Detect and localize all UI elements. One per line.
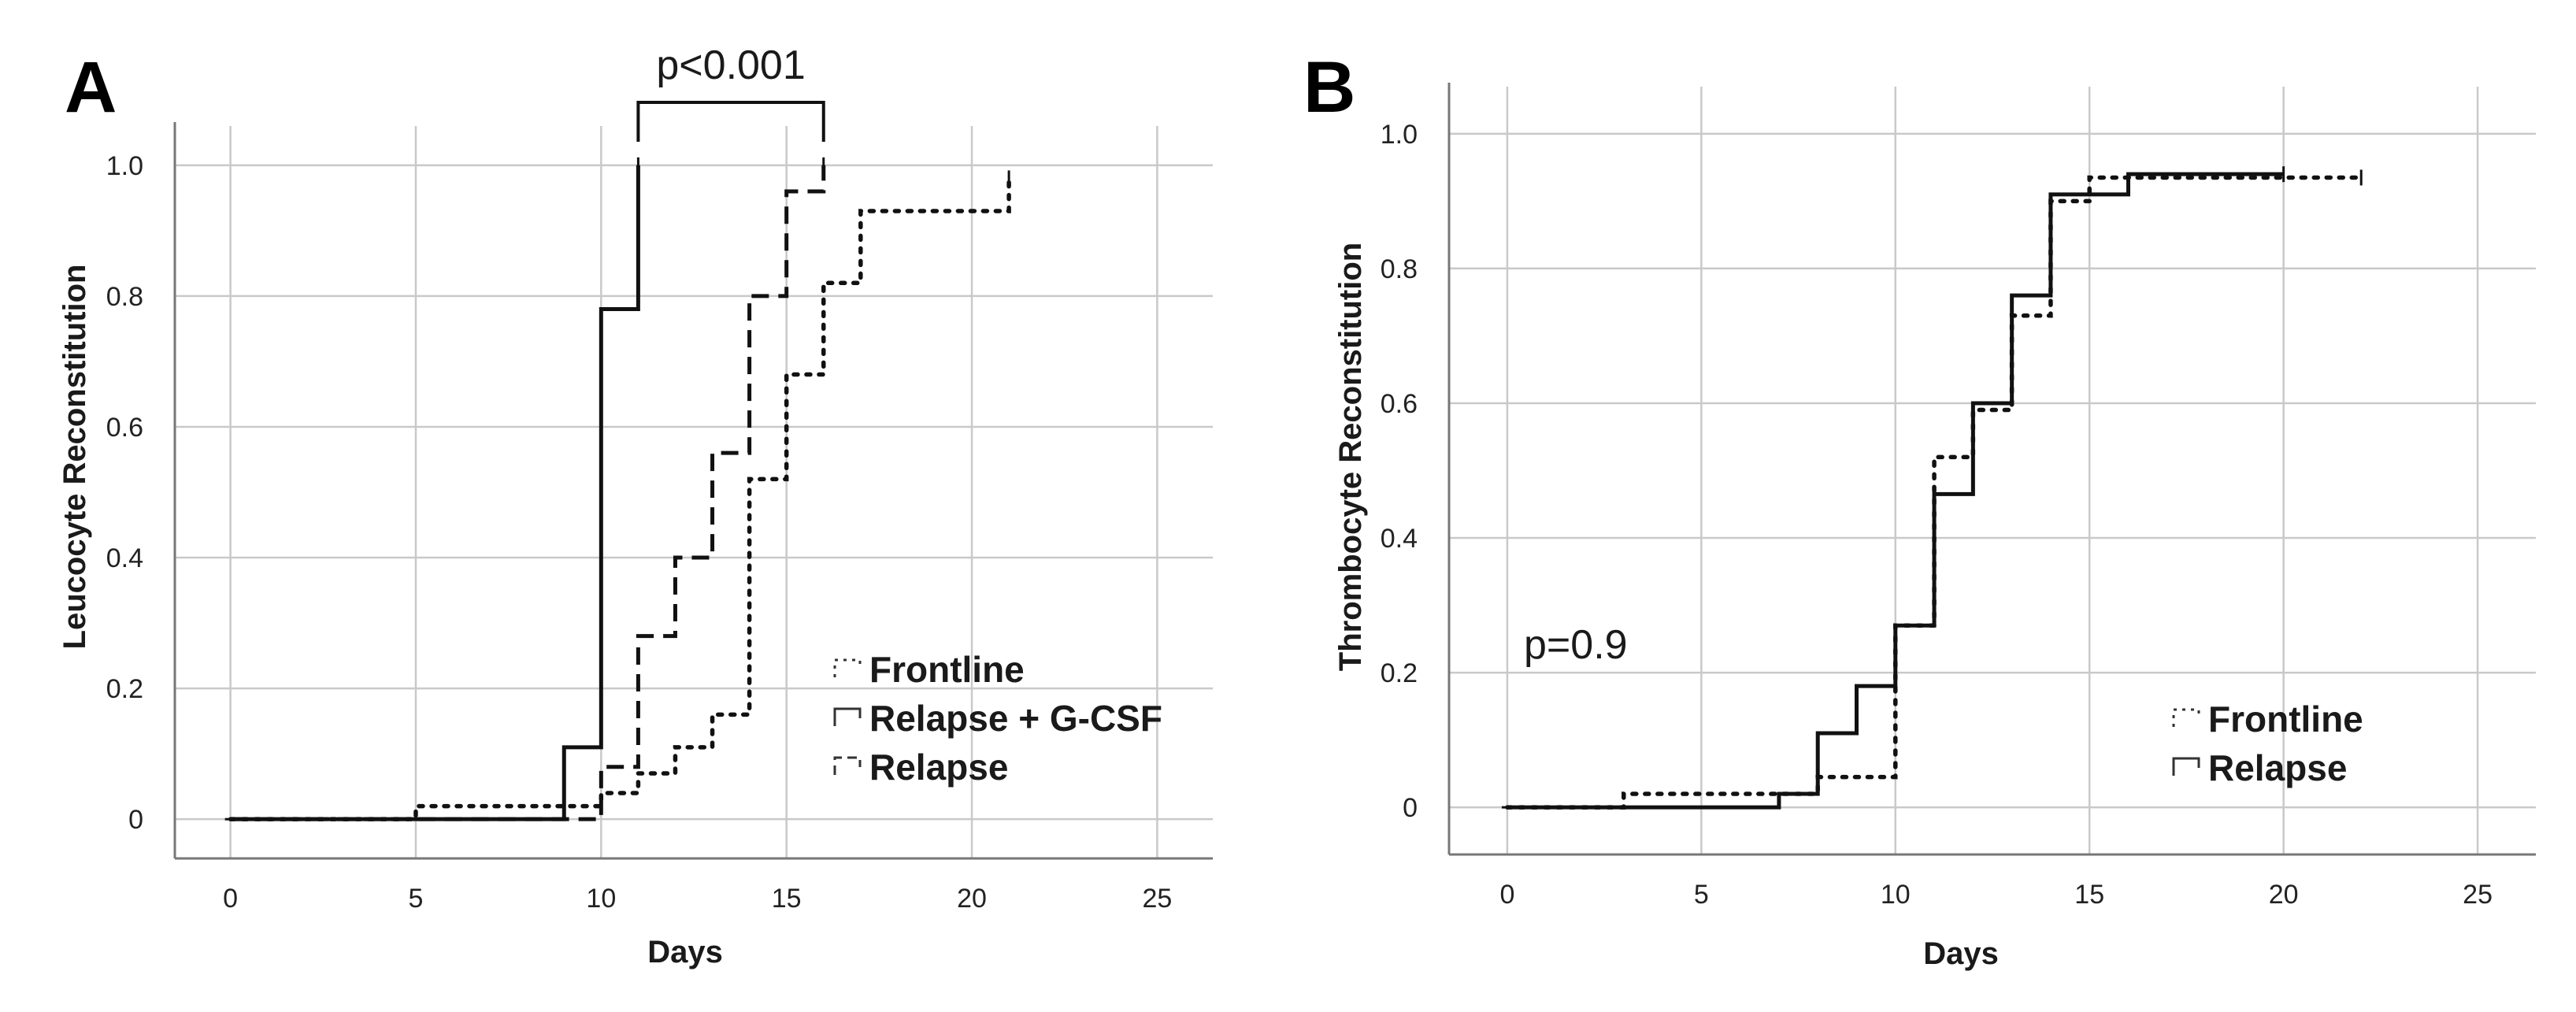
- x-tick-label: 25: [1142, 884, 1172, 914]
- legend-b: Frontline Relapse: [2172, 699, 2363, 788]
- x-tick-label: 10: [586, 884, 616, 914]
- x-tick-label: 20: [957, 884, 987, 914]
- y-tick-label: 0.8: [106, 282, 143, 312]
- legend-label: Frontline: [2208, 699, 2363, 740]
- legend-symbol: [833, 658, 862, 677]
- p-value-annotation-a: p<0.001: [656, 43, 805, 88]
- legend-symbol: [833, 707, 862, 726]
- axes-a: 0 5 10 15 20 25 0 0.2 0.4 0.6 0.8 1.0: [106, 122, 1213, 914]
- significance-bracket-line: [636, 101, 825, 142]
- series-b: [1501, 166, 2363, 810]
- series-a: [224, 157, 1011, 821]
- legend-a: Frontline Relapse + G-CSF Relapse: [833, 649, 1162, 788]
- y-tick-label: 0.2: [106, 674, 143, 704]
- x-tick-label: 15: [772, 884, 802, 914]
- x-axis-label-b: Days: [1923, 936, 1999, 971]
- legend-label: Relapse + G-CSF: [869, 698, 1162, 739]
- legend-label: Relapse: [869, 747, 1008, 788]
- grid-a: [175, 126, 1213, 858]
- legend-symbol: [2172, 708, 2200, 727]
- legend-symbol: [833, 756, 862, 775]
- series-line-relapse-g-csf: [230, 165, 640, 821]
- y-axis-label-a: Leucocyte Reconstitution: [57, 265, 92, 650]
- y-tick-label: 0: [128, 805, 143, 835]
- y-tick-label: 0.4: [1381, 524, 1418, 554]
- y-tick-label: 0.6: [106, 413, 143, 443]
- x-tick-label: 25: [2463, 880, 2493, 910]
- y-tick-label: 0.8: [1381, 254, 1418, 284]
- panel-label-a: A: [65, 47, 117, 128]
- legend-symbol: [2172, 757, 2200, 776]
- x-tick-label: 0: [1499, 880, 1514, 910]
- x-tick-label: 20: [2269, 880, 2299, 910]
- x-tick-label: 5: [409, 884, 424, 914]
- y-tick-label: 0.6: [1381, 389, 1418, 419]
- x-tick-label: 10: [1881, 880, 1911, 910]
- y-tick-label: 0.4: [106, 543, 143, 573]
- legend-label: Frontline: [869, 649, 1025, 690]
- y-tick-label: 0.2: [1381, 658, 1418, 688]
- panel-label-b: B: [1303, 47, 1355, 128]
- x-axis-label-a: Days: [647, 935, 723, 969]
- y-tick-label: 1.0: [106, 151, 143, 181]
- x-tick-label: 0: [223, 884, 238, 914]
- y-axis-label-b: Thrombocyte Reconstitution: [1333, 243, 1368, 671]
- significance-bracket: [636, 101, 825, 142]
- chart-panel-a: A 0 5 10 15 20 25 0 0.2 0.4 0.6 0.8 1.0 p<0.001 Day…: [57, 43, 1213, 969]
- x-tick-label: 15: [2074, 880, 2104, 910]
- x-tick-label: 5: [1694, 880, 1709, 910]
- legend-label: Relapse: [2208, 747, 2347, 788]
- grid-b: [1449, 87, 2536, 854]
- axes-b: 0 5 10 15 20 25 0 0.2 0.4 0.6 0.8 1.0: [1381, 83, 2536, 910]
- y-tick-label: 1.0: [1381, 120, 1418, 150]
- series-line-relapse: [1507, 172, 2284, 810]
- series-line-relapse: [230, 165, 826, 821]
- p-value-annotation-b: p=0.9: [1524, 622, 1628, 668]
- y-tick-label: 0: [1403, 793, 1418, 823]
